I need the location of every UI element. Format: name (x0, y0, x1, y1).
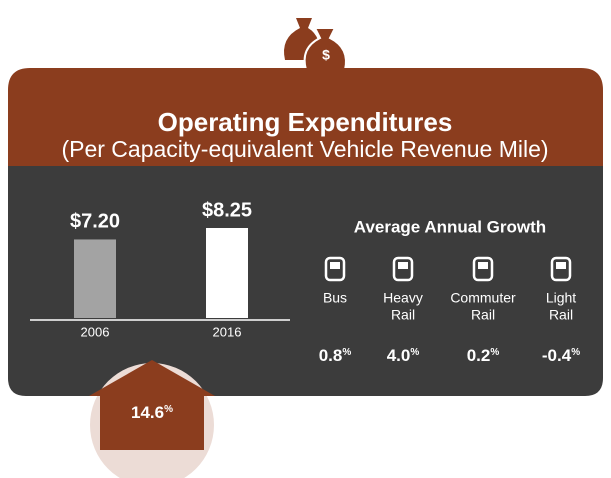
mode-label: Rail (549, 307, 573, 323)
icon-window (330, 262, 340, 269)
value-label: $7.20 (70, 211, 120, 233)
icon-body (392, 256, 414, 282)
up-arrow (89, 360, 215, 450)
growth-unit: % (490, 347, 499, 358)
mode-label: Commuter (450, 290, 516, 306)
mode-icon (392, 256, 414, 282)
icon-window (398, 262, 408, 269)
header-band (8, 68, 603, 166)
bar (206, 228, 248, 318)
growth-value: 0.8% (319, 346, 352, 365)
money-icon: $ (284, 18, 347, 71)
svg-text:$: $ (322, 47, 330, 63)
change-unit: % (164, 404, 173, 415)
growth-value: 0.2% (467, 346, 500, 365)
subtitle: (Per Capacity-equivalent Vehicle Revenue… (61, 136, 548, 162)
growth-unit: % (571, 347, 580, 358)
mode-label: Light (546, 290, 576, 306)
mode-icon (472, 256, 494, 282)
mode-icon (550, 256, 572, 282)
mode-label: Rail (391, 307, 415, 323)
mode-label: Bus (323, 290, 347, 306)
mode-label: Rail (471, 307, 495, 323)
icon-body (550, 256, 572, 282)
growth-value: 4.0% (387, 346, 420, 365)
growth-number: 0.8 (319, 346, 343, 365)
mode-icon (324, 256, 346, 282)
growth-number: 4.0 (387, 346, 411, 365)
growth-number: 0.2 (467, 346, 491, 365)
growth-value: -0.4% (542, 346, 580, 365)
growth-unit: % (342, 347, 351, 358)
x-tick-label: 2006 (81, 324, 110, 339)
bar (74, 239, 116, 318)
growth-unit: % (410, 347, 419, 358)
icon-window (478, 262, 488, 269)
value-label: $8.25 (202, 199, 252, 221)
growth-title: Average Annual Growth (354, 217, 546, 236)
mode-label: Heavy (383, 290, 423, 306)
title: Operating Expenditures (158, 107, 453, 137)
change-number: 14.6 (131, 403, 164, 422)
panel (8, 166, 603, 396)
growth-number: -0.4 (542, 346, 572, 365)
icon-body (472, 256, 494, 282)
icon-window (556, 262, 566, 269)
change-value: 14.6% (131, 403, 173, 422)
icon-body (324, 256, 346, 282)
x-tick-label: 2016 (213, 324, 242, 339)
